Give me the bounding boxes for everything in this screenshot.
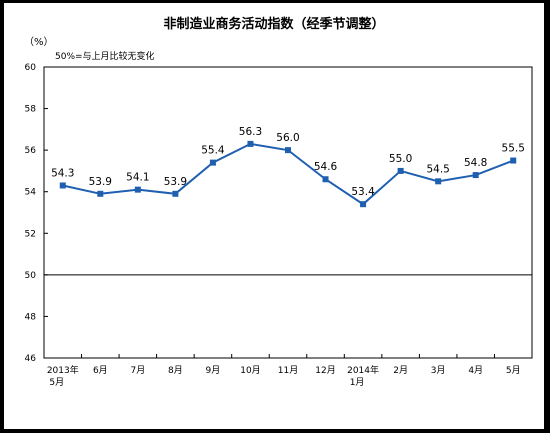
- x-tick-label: 4月: [468, 365, 483, 376]
- x-tick-label: 3月: [431, 365, 446, 376]
- y-tick-label: 52: [25, 229, 36, 239]
- data-label: 53.9: [89, 176, 112, 188]
- data-label: 54.5: [426, 163, 449, 175]
- x-tick-label: 12月: [315, 365, 335, 376]
- x-tick-label: 5月: [49, 377, 64, 388]
- y-unit-label: （%）: [24, 37, 54, 48]
- data-label: 54.3: [51, 167, 74, 179]
- chart-title: 非制造业商务活动指数（经季节调整）: [163, 17, 385, 32]
- data-point: [435, 178, 442, 185]
- data-point: [285, 147, 291, 154]
- x-tick-label: 2014年: [347, 364, 379, 376]
- plot-border: [43, 66, 533, 359]
- y-tick-label: 48: [25, 312, 37, 322]
- data-label: 53.9: [164, 176, 187, 188]
- data-point: [209, 159, 216, 166]
- data-point: [172, 190, 179, 197]
- data-point: [97, 190, 104, 197]
- data-point: [472, 172, 479, 179]
- data-label: 55.4: [201, 145, 225, 157]
- y-tick-label: 50: [25, 271, 37, 281]
- data-point: [322, 176, 329, 183]
- data-point: [397, 167, 404, 174]
- data-label: 56.0: [276, 132, 299, 144]
- data-point: [510, 157, 517, 164]
- data-point: [247, 140, 254, 147]
- data-label: 53.4: [351, 186, 375, 198]
- x-tick-label: 5月: [506, 365, 521, 376]
- y-tick-label: 54: [25, 188, 37, 198]
- baseline-note: 50%=与上月比较无变化: [55, 52, 155, 62]
- x-tick-label: 9月: [206, 365, 221, 376]
- y-tick-label: 58: [25, 105, 37, 115]
- data-label: 54.8: [464, 157, 487, 169]
- y-tick-label: 56: [25, 146, 37, 156]
- data-label: 54.6: [314, 161, 338, 173]
- x-tick-label: 8月: [168, 365, 183, 376]
- x-tick-label: 6月: [93, 365, 108, 376]
- data-label: 56.3: [239, 126, 262, 138]
- data-label: 55.0: [389, 153, 412, 165]
- chart-frame: 非制造业商务活动指数（经季节调整） （%） 50%=与上月比较无变化 46 48 5…: [4, 3, 544, 429]
- x-tick-label: 11月: [278, 365, 298, 376]
- x-tick-label: 7月: [130, 365, 145, 376]
- data-point: [59, 182, 66, 189]
- x-tick-label: 1月: [350, 377, 365, 388]
- data-label: 55.5: [502, 143, 525, 155]
- x-tick-label: 2月: [393, 365, 408, 376]
- data-point: [134, 186, 141, 193]
- y-tick-label: 46: [25, 354, 37, 364]
- y-tick-label: 60: [25, 63, 37, 73]
- data-label: 54.1: [126, 172, 149, 184]
- data-point: [360, 201, 367, 208]
- x-tick-label: 10月: [240, 365, 260, 376]
- x-tick-label: 2013年: [47, 364, 79, 376]
